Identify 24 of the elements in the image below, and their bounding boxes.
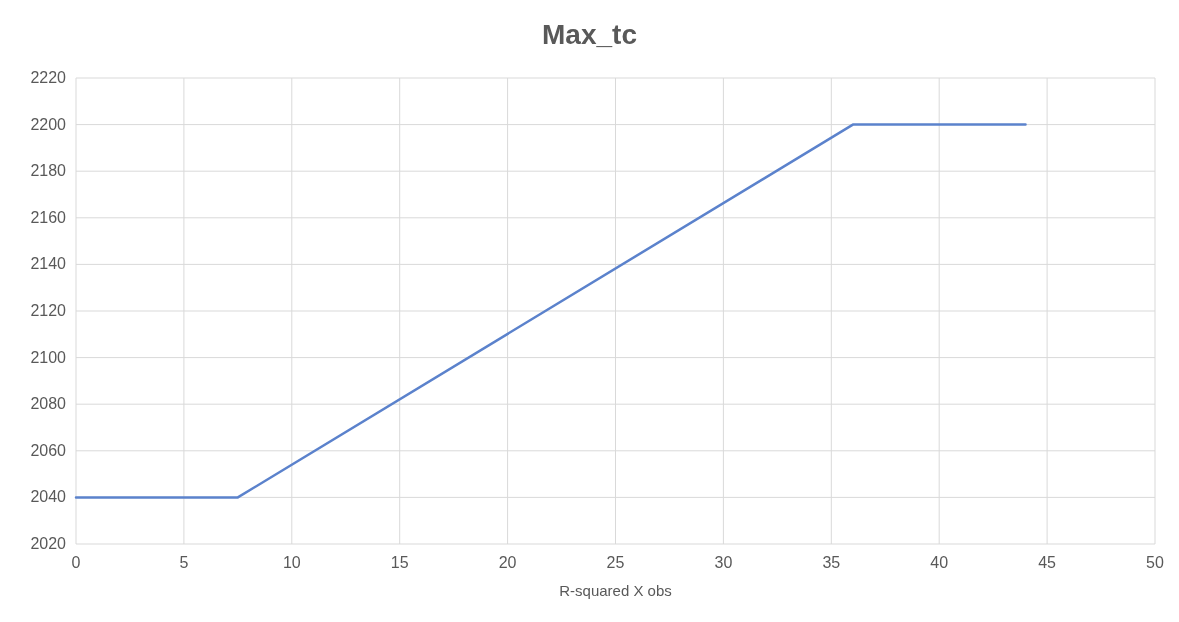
x-tick-label: 25 xyxy=(606,554,625,571)
y-tick-label: 2160 xyxy=(30,208,67,226)
x-tick-label: 35 xyxy=(822,554,841,571)
x-axis-title: R-squared X obs xyxy=(559,582,672,599)
x-tick-label: 45 xyxy=(1038,554,1057,571)
x-tick-label: 20 xyxy=(498,554,517,571)
x-tick-label: 50 xyxy=(1146,554,1164,571)
y-tick-label: 2080 xyxy=(30,395,67,413)
y-tick-label: 2060 xyxy=(30,441,67,459)
x-tick-label: 40 xyxy=(930,554,949,571)
y-tick-label: 2180 xyxy=(30,162,67,180)
x-tick-label: 5 xyxy=(179,554,189,571)
chart-title: Max_tc xyxy=(542,19,637,50)
y-tick-label: 2100 xyxy=(30,348,67,366)
y-tick-label: 2020 xyxy=(30,535,67,552)
x-tick-label: 10 xyxy=(282,554,301,571)
x-tick-label: 15 xyxy=(390,554,409,571)
y-tick-label: 2120 xyxy=(30,302,67,319)
y-tick-label: 2200 xyxy=(30,115,67,133)
x-tick-label: 0 xyxy=(71,554,81,571)
x-tick-label: 30 xyxy=(714,554,733,571)
y-tick-label: 2140 xyxy=(30,255,67,273)
y-tick-label: 2040 xyxy=(30,488,67,506)
y-tick-label: 2220 xyxy=(30,69,67,86)
